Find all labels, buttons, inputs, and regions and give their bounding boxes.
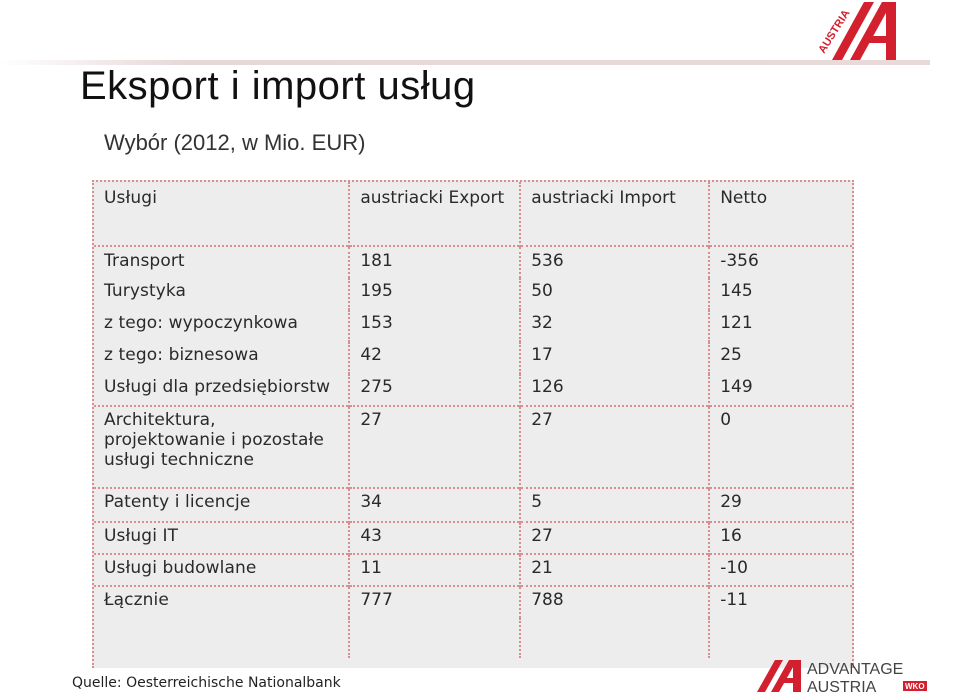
cell-value: 121 <box>708 310 852 342</box>
cell-value: -356 <box>708 245 852 278</box>
cell-value: 25 <box>708 342 852 374</box>
row-label: Łącznie <box>94 585 350 618</box>
table-row: Turystyka 195 50 145 <box>94 278 852 310</box>
cell-value: 126 <box>519 374 710 406</box>
cell-value: -11 <box>708 585 852 618</box>
row-label: Turystyka <box>104 281 187 301</box>
row-label: z tego: biznesowa <box>104 345 259 365</box>
cell-value: 153 <box>348 310 521 342</box>
table-header-row: Usługi austriacki Export austriacki Import… <box>94 182 852 246</box>
cell-value: 34 <box>348 487 521 522</box>
cell-value: 777 <box>348 585 521 618</box>
cell-value: 0 <box>708 405 852 488</box>
cell-value: 181 <box>348 245 521 278</box>
table-row: Usługi dla przedsiębiorstw 275 126 149 <box>94 374 852 406</box>
table-row: Transport 181 536 -356 <box>94 245 852 278</box>
page-subtitle: Wybór (2012, w Mio. EUR) <box>104 130 366 155</box>
cell-value: 11 <box>348 553 521 586</box>
cell-value: 32 <box>519 310 710 342</box>
cell-value: 42 <box>348 342 521 374</box>
austria-logo: AUSTRIA <box>816 2 896 60</box>
empty-cell <box>348 618 521 658</box>
empty-cell <box>708 618 852 658</box>
table-row: Usługi IT 43 27 16 <box>94 521 852 554</box>
cell-value: 17 <box>519 342 710 374</box>
cell-value: 27 <box>348 405 521 488</box>
table-row: Łącznie 777 788 -11 <box>94 585 852 618</box>
cell-value: 145 <box>708 278 852 310</box>
table-empty-row <box>94 618 852 658</box>
cell-value: 29 <box>708 487 852 522</box>
cell-value: 149 <box>708 374 852 406</box>
cell-value: 275 <box>348 374 521 406</box>
cell-value: 195 <box>348 278 521 310</box>
cell-value: 788 <box>519 585 710 618</box>
table-row: Usługi budowlane 11 21 -10 <box>94 553 852 586</box>
table-row: z tego: biznesowa 42 17 25 <box>94 342 852 374</box>
column-header: Netto <box>708 182 852 246</box>
cell-value: 43 <box>348 521 521 554</box>
empty-cell <box>519 618 710 658</box>
column-header: Usługi <box>104 188 158 208</box>
table-row: Patenty i licencje 34 5 29 <box>94 487 852 522</box>
services-table: Usługi austriacki Export austriacki Import… <box>94 182 852 658</box>
wko-badge: WKO <box>905 682 925 691</box>
table-row: Architektura, projektowanie i pozostałe … <box>94 405 852 488</box>
cell-value: 16 <box>708 521 852 554</box>
row-label: Architektura, projektowanie i pozostałe … <box>94 405 350 488</box>
row-label: Usługi IT <box>94 521 350 554</box>
cell-value: 27 <box>519 521 710 554</box>
column-header: austriacki Import <box>519 182 710 246</box>
table-row: z tego: wypoczynkowa 153 32 121 <box>94 310 852 342</box>
page-title: Eksport i import usług <box>80 64 476 108</box>
header-rule <box>0 60 930 65</box>
empty-cell <box>94 618 349 658</box>
row-label: Transport <box>94 245 350 278</box>
cell-value: 5 <box>519 487 710 522</box>
cell-value: -10 <box>708 553 852 586</box>
cell-value: 536 <box>519 245 710 278</box>
cell-value: 21 <box>519 553 710 586</box>
cell-value: 50 <box>519 278 710 310</box>
services-table-panel: Usługi austriacki Export austriacki Import… <box>92 180 854 668</box>
row-label: z tego: wypoczynkowa <box>104 313 298 333</box>
advantage-logo-line1: ADVANTAGE <box>807 661 903 678</box>
row-label: Patenty i licencje <box>94 487 350 522</box>
column-header: austriacki Export <box>348 182 521 246</box>
row-label: Usługi budowlane <box>94 553 350 586</box>
row-label: Usługi dla przedsiębiorstw <box>104 377 331 397</box>
advantage-austria-logo: ADVANTAGE AUSTRIA WKO <box>757 660 927 694</box>
source-note: Quelle: Oesterreichische Nationalbank <box>72 675 341 691</box>
advantage-logo-line2: AUSTRIA <box>807 679 877 694</box>
cell-value: 27 <box>519 405 710 488</box>
